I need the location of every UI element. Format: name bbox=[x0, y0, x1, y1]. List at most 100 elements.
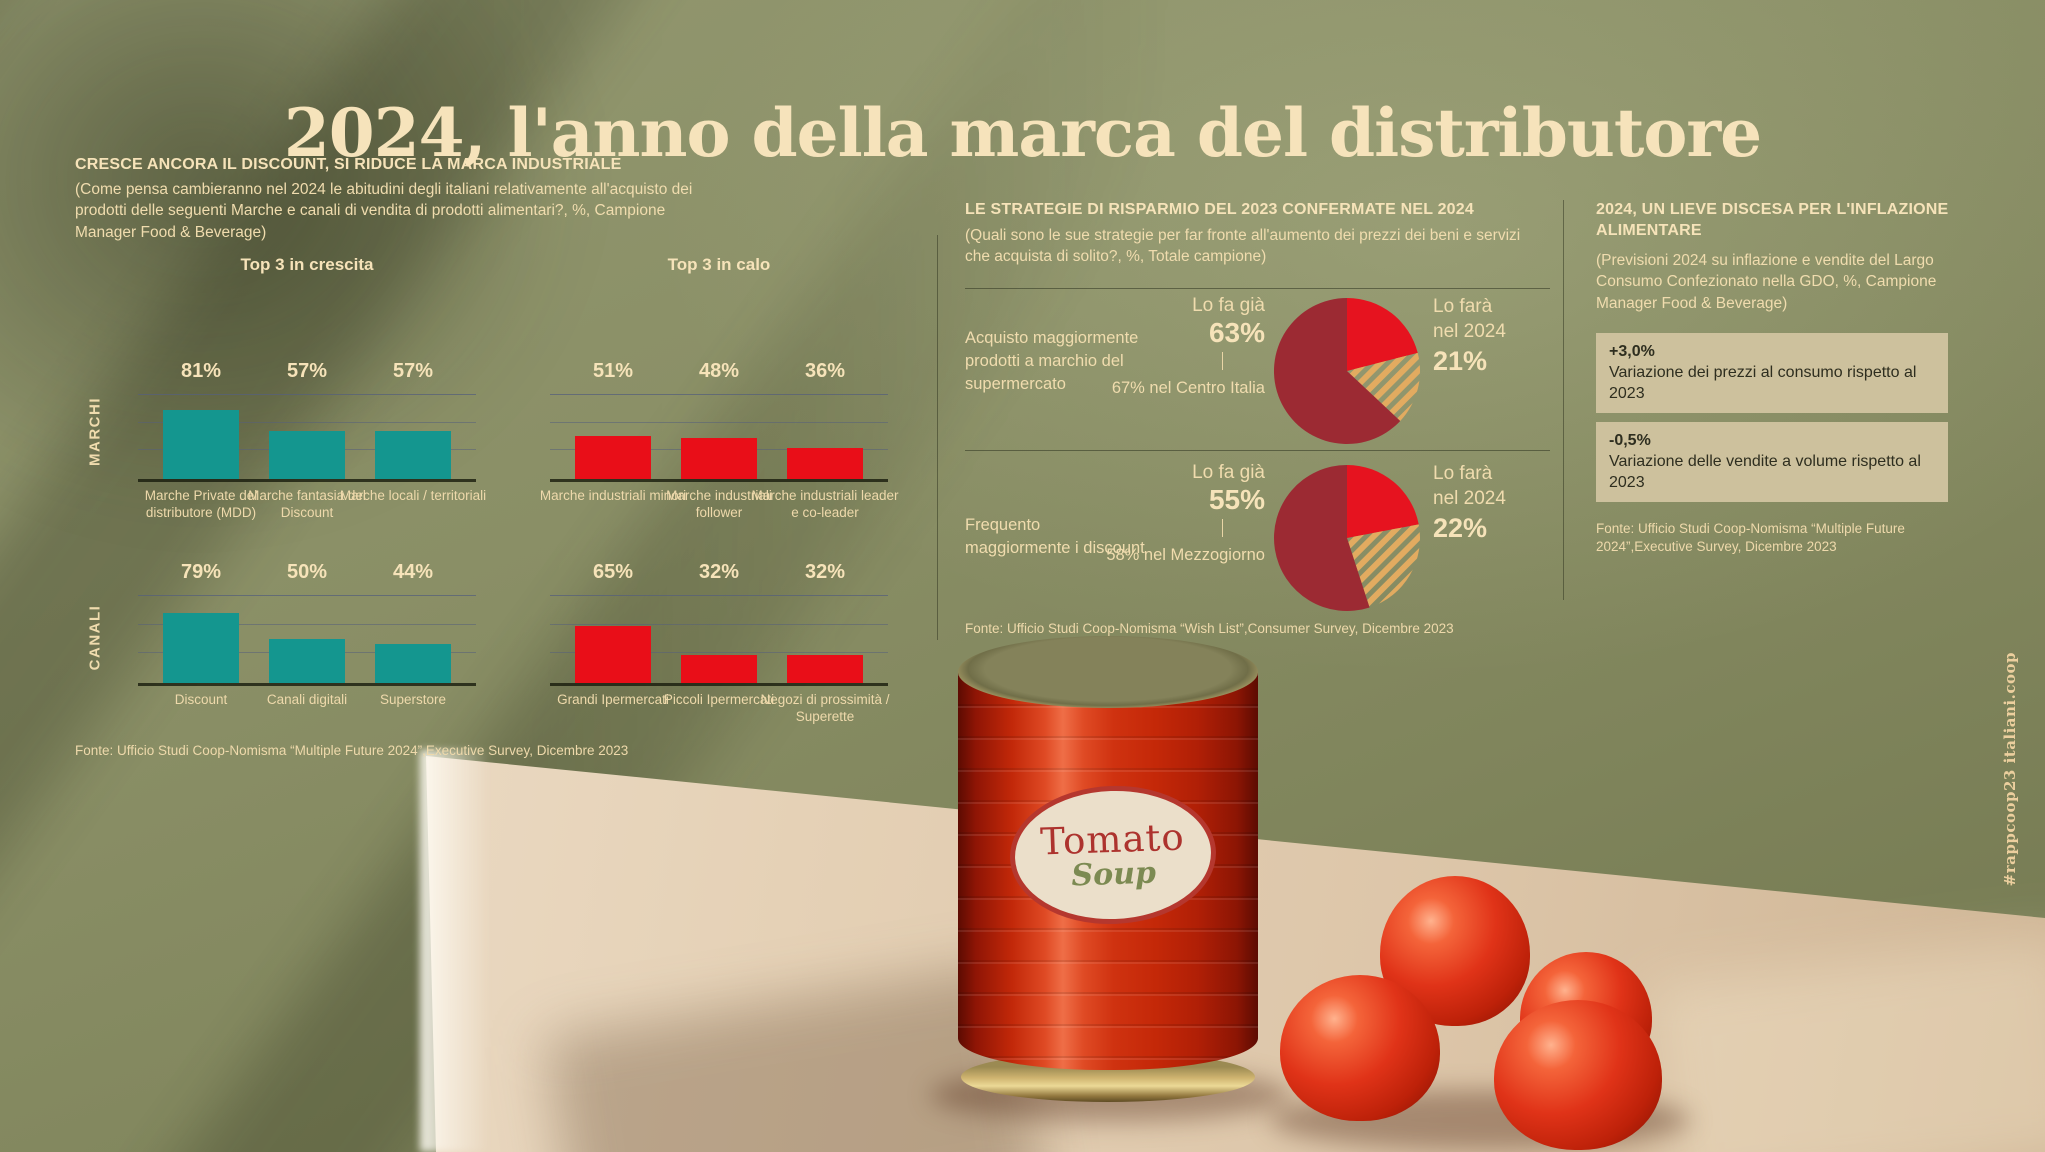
bar-column: 50% Canali digitali bbox=[254, 561, 360, 709]
inflation-value: +3,0% bbox=[1609, 343, 1655, 360]
bar bbox=[575, 435, 651, 479]
tomato bbox=[1280, 975, 1440, 1121]
pie-row-discount: Frequento maggiormente i discount Lo fa … bbox=[965, 462, 1555, 617]
right-subheading: (Previsioni 2024 su inflazione e vendite… bbox=[1596, 252, 1937, 312]
bar-column: 32% Piccoli Ipermercati bbox=[664, 561, 774, 726]
middle-source: Fonte: Ufficio Studi Coop-Nomisma “Wish … bbox=[965, 621, 1454, 636]
bar-chart-canali-crescita: 79% Discount 50% Canali digitali 44% Sup… bbox=[138, 561, 476, 709]
bar-track bbox=[375, 394, 451, 479]
inflation-text: Variazione dei prezzi al consumo rispett… bbox=[1609, 363, 1917, 402]
bar-value: 65% bbox=[592, 561, 634, 583]
can-label-line1: Tomato bbox=[1039, 815, 1186, 864]
bar-category: Discount bbox=[174, 692, 228, 707]
bar-track bbox=[787, 394, 863, 479]
will-label-line2: nel 2024 bbox=[1433, 320, 1506, 342]
bar-category: Marche locali / territoriali bbox=[339, 488, 487, 503]
bar-category: Superstore bbox=[379, 692, 447, 707]
pie-row-supermercato: Acquisto maggiormente prodotti a marchio… bbox=[965, 295, 1555, 450]
bar bbox=[269, 639, 345, 683]
bar-track bbox=[163, 595, 239, 683]
will-block: Lo farà nel 2024 22% bbox=[1433, 462, 1553, 544]
bar-category: Marche fantasia del Discount bbox=[248, 488, 366, 520]
row-label-marchi: MARCHI bbox=[86, 397, 104, 466]
bar-track bbox=[681, 394, 757, 479]
bar-value: 81% bbox=[180, 360, 222, 382]
will-label-line1: Lo farà bbox=[1433, 463, 1493, 484]
table-edge-highlight bbox=[420, 750, 490, 1152]
volume-box: -0,5% Variazione delle vendite a volume … bbox=[1596, 422, 1948, 503]
bar-value: 79% bbox=[180, 561, 222, 583]
hashtag: #rappcoop23 italiani.coop bbox=[2001, 652, 2019, 887]
bar-category: Negozi di prossimità / Superette bbox=[760, 692, 890, 724]
pie-chart-supermercato bbox=[1273, 297, 1421, 445]
will-label-line1: Lo farà bbox=[1433, 296, 1493, 317]
bar bbox=[269, 430, 345, 479]
bar-category: Marche Private del distributore (MDD) bbox=[144, 488, 258, 520]
pie-row-label: Acquisto maggiormente prodotti a marchio… bbox=[965, 329, 1139, 393]
right-heading: 2024, UN LIEVE DISCESA PER L'INFLAZIONE … bbox=[1596, 201, 1949, 239]
middle-section: LE STRATEGIE DI RISPARMIO DEL 2023 CONFE… bbox=[965, 200, 1555, 640]
bar-value: 44% bbox=[392, 561, 434, 583]
bar-value: 48% bbox=[698, 360, 740, 382]
bar-value: 57% bbox=[286, 360, 328, 382]
bar-category: Grandi Ipermercati bbox=[557, 692, 669, 707]
already-value: 55% bbox=[1208, 484, 1265, 515]
middle-subheading: (Quali sono le sue strategie per far fro… bbox=[965, 227, 1521, 266]
left-subheading: (Come pensa cambieranno nel 2024 le abit… bbox=[75, 181, 693, 241]
bar-track bbox=[575, 595, 651, 683]
bar-column: 32% Negozi di prossimità / Superette bbox=[760, 561, 889, 726]
right-source: Fonte: Ufficio Studi Coop-Nomisma “Multi… bbox=[1596, 521, 1905, 555]
tick-line bbox=[1222, 519, 1223, 538]
bar-column: 79% Discount bbox=[148, 561, 254, 709]
bar-value: 32% bbox=[698, 561, 740, 583]
divider bbox=[965, 450, 1550, 451]
already-label: Lo fa già bbox=[1192, 462, 1265, 483]
bar-track bbox=[375, 595, 451, 683]
will-value: 22% bbox=[1433, 513, 1488, 544]
volume-text: Variazione delle vendite a volume rispet… bbox=[1609, 452, 1921, 491]
bar bbox=[375, 644, 451, 683]
divider bbox=[965, 288, 1550, 289]
bar-track bbox=[681, 595, 757, 683]
bar-chart-marchi-crescita: 81% Marche Private del distributore (MDD… bbox=[138, 360, 486, 522]
bar-value: 50% bbox=[286, 561, 328, 583]
bar-value: 32% bbox=[804, 561, 846, 583]
already-value: 63% bbox=[1208, 317, 1265, 348]
bar-value: 36% bbox=[804, 360, 846, 382]
bar-column: 36% Marche industriali leader e co-leade… bbox=[751, 360, 898, 522]
bar-category: Marche industriali leader e co-leader bbox=[751, 488, 899, 520]
bar-track bbox=[269, 394, 345, 479]
row-label-canali: CANALI bbox=[86, 604, 104, 671]
page-title: 2024, l'anno della marca del distributor… bbox=[283, 94, 1762, 173]
bar bbox=[787, 654, 863, 683]
section-divider bbox=[937, 235, 938, 640]
bar-category: Canali digitali bbox=[266, 692, 348, 707]
bar-value: 51% bbox=[592, 360, 634, 382]
already-block: Lo fa già 63% 67% nel Centro Italia bbox=[1105, 295, 1265, 400]
pie-chart-discount bbox=[1273, 464, 1421, 612]
will-label-line2: nel 2024 bbox=[1433, 487, 1506, 509]
inflation-box: +3,0% Variazione dei prezzi al consumo r… bbox=[1596, 333, 1948, 414]
bar-category: Piccoli Ipermercati bbox=[663, 692, 775, 707]
bar-category: Marche industriali minori bbox=[539, 488, 687, 503]
bar bbox=[787, 448, 863, 479]
section-divider bbox=[1563, 200, 1564, 600]
bar-column: 81% Marche Private del distributore (MDD… bbox=[145, 360, 258, 522]
already-block: Lo fa già 55% 58% nel Mezzogiorno bbox=[1105, 462, 1265, 567]
tomato-can: Tomato Soup bbox=[958, 636, 1258, 1102]
bar bbox=[681, 438, 757, 479]
growth-column-title: Top 3 in crescita bbox=[240, 255, 374, 274]
already-label: Lo fa già bbox=[1192, 295, 1265, 316]
regional-note: 58% nel Mezzogiorno bbox=[1106, 546, 1265, 565]
bar-column: 57% Marche fantasia del Discount bbox=[248, 360, 366, 522]
bar-column: 48% Marche industriali follower bbox=[666, 360, 772, 522]
bar bbox=[375, 430, 451, 479]
bar-value: 57% bbox=[392, 360, 434, 382]
bar-track bbox=[269, 595, 345, 683]
bar-chart-marchi-calo: 51% Marche industriali minori 48% Marche… bbox=[540, 360, 899, 522]
decline-column-title: Top 3 in calo bbox=[667, 255, 771, 274]
will-value: 21% bbox=[1433, 346, 1488, 377]
tomato bbox=[1494, 1000, 1662, 1150]
can-label-line2: Soup bbox=[1070, 855, 1157, 893]
bar-track bbox=[163, 394, 239, 479]
